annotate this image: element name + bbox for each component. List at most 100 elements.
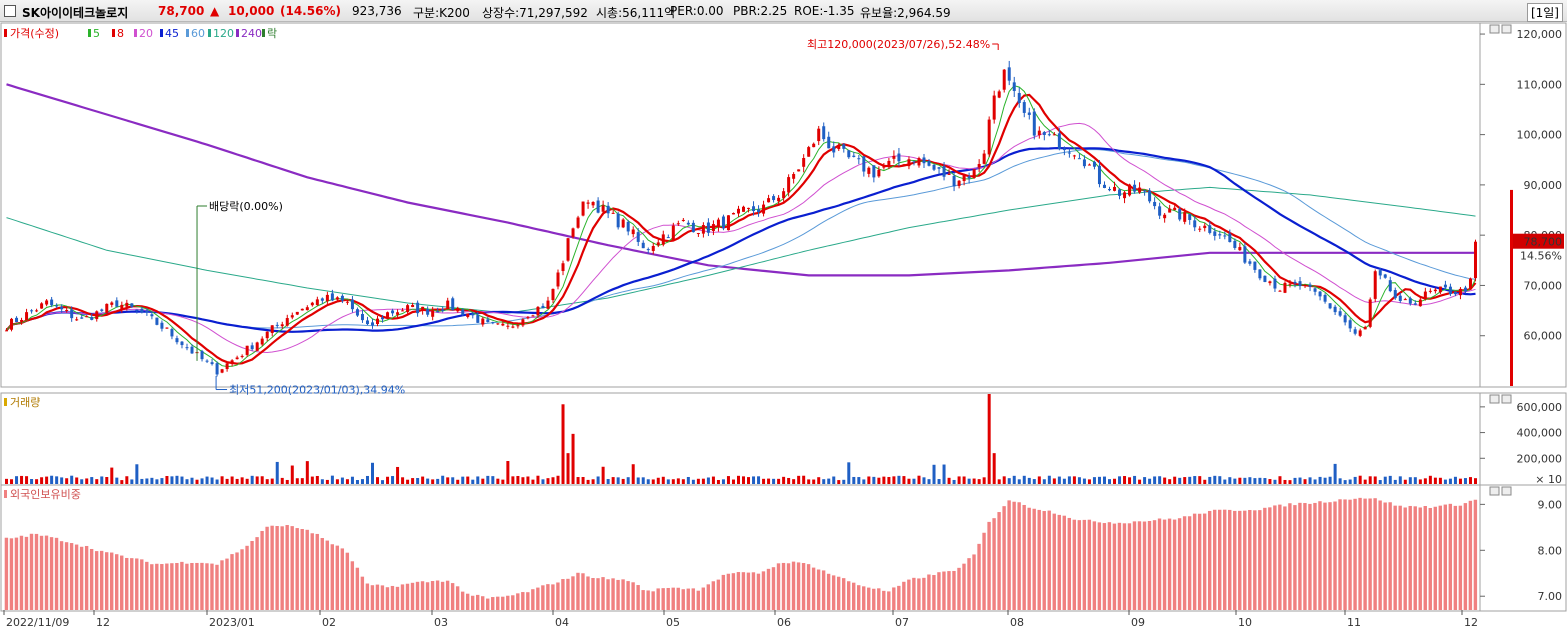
volume-bar	[626, 477, 630, 484]
volume-bar	[190, 477, 194, 484]
volume-panel	[0, 392, 1567, 486]
volume-bar	[30, 479, 34, 484]
volume-bar	[987, 394, 991, 484]
candle-body	[1113, 186, 1117, 191]
foreign-ratio-bar	[1263, 507, 1267, 610]
candle-body	[1268, 281, 1272, 284]
candle-body	[957, 180, 961, 186]
volume-bar	[586, 479, 590, 484]
volume-bar	[100, 476, 104, 484]
up-arrow-icon: ▲	[210, 4, 220, 18]
volume-bar	[90, 477, 94, 484]
volume-bar	[130, 479, 134, 484]
foreign-ratio-bar	[375, 584, 380, 610]
foreign-ratio-bar	[1443, 504, 1448, 610]
candle-body	[340, 295, 344, 301]
candle-body	[907, 159, 911, 167]
volume-bar	[205, 476, 209, 484]
foreign-ratio-bar	[1433, 506, 1437, 610]
stock-name[interactable]: SK아이이테크놀로지	[22, 6, 129, 20]
foreign-ratio-bar	[1398, 505, 1402, 610]
foreign-ratio-bar	[1393, 505, 1397, 610]
candle-body	[671, 225, 675, 241]
candle-body	[200, 351, 204, 360]
header-bar: SK아이이테크놀로지 78,700 ▲ 10,000 (14.56%) 923,…	[0, 0, 1567, 22]
select-checkbox[interactable]	[4, 5, 16, 17]
foreign-ratio-bar	[1112, 523, 1117, 610]
volume-bar	[556, 475, 560, 484]
foreign-ratio-bar	[320, 538, 324, 610]
volume-bar	[1258, 477, 1262, 484]
candle-body	[265, 331, 269, 339]
stock-chart[interactable]: 120,000110,000100,00090,00080,00070,0006…	[0, 22, 1567, 630]
volume-bar	[1148, 478, 1152, 484]
foreign-ratio-bar	[957, 567, 961, 610]
period-selector[interactable]: [1일]	[1526, 3, 1563, 22]
pbr: PBR:2.25	[733, 4, 788, 18]
volume-bar	[997, 479, 1001, 484]
volume-panel-maximize-icon[interactable]	[1501, 394, 1512, 404]
candle-body	[50, 299, 54, 306]
volume-bar	[1343, 480, 1347, 484]
price-panel-minimize-icon[interactable]	[1489, 24, 1500, 34]
foreign-ratio-bar	[927, 574, 931, 610]
volume-bar	[1198, 476, 1202, 484]
volume-bar	[270, 478, 274, 484]
volume-bar	[305, 461, 309, 484]
candle-body	[516, 325, 520, 327]
ma-legend-swatch	[160, 29, 163, 37]
foreign-panel-maximize-icon[interactable]	[1501, 486, 1512, 496]
volume-bar	[967, 478, 971, 484]
volume-bar	[436, 478, 440, 484]
foreign-ratio-bar	[125, 557, 129, 610]
foreign-ratio-bar	[1067, 517, 1071, 610]
legend-price: 가격(수정)	[10, 27, 59, 40]
foreign-ratio-bar	[14, 537, 19, 610]
volume-bar	[1077, 477, 1081, 484]
candle-body	[586, 202, 590, 204]
volume-bar	[1278, 476, 1282, 484]
price-panel-maximize-icon[interactable]	[1501, 24, 1512, 34]
volume-bar	[1303, 479, 1307, 484]
foreign-ratio-bar	[942, 571, 946, 610]
x-tick-label: 06	[777, 616, 791, 629]
foreign-ratio-bar	[1343, 499, 1347, 610]
foreign-ratio-bar	[887, 591, 891, 610]
foreign-ratio-bar	[501, 596, 505, 610]
candle-body	[150, 314, 154, 317]
foreign-ratio-bar	[1212, 509, 1217, 610]
volume-panel-minimize-icon[interactable]	[1489, 394, 1500, 404]
volume-bar	[1253, 478, 1257, 484]
foreign-ratio-bar	[270, 525, 274, 610]
foreign-ratio-bar	[94, 551, 99, 610]
volume-bar	[85, 478, 89, 484]
foreign-ratio-bar	[1167, 518, 1172, 610]
candle-body	[511, 326, 515, 328]
foreign-ratio-bar	[681, 589, 685, 610]
foreign-ratio-bar	[1293, 505, 1297, 610]
volume-bar	[561, 404, 565, 484]
foreign-ratio-bar	[225, 558, 229, 610]
volume-bar	[1423, 478, 1427, 484]
volume-bar	[932, 464, 936, 484]
price-tick-label: 90,000	[1524, 179, 1563, 192]
foreign-ratio-bar	[135, 558, 139, 610]
foreign-ratio-bar	[1037, 509, 1041, 610]
volume-bar	[391, 476, 395, 484]
foreign-ratio-bar	[1353, 498, 1357, 610]
candle-body	[160, 322, 164, 329]
foreign-ratio-bar	[987, 521, 991, 610]
foreign-ratio-bar	[465, 593, 470, 610]
volume-bar	[897, 475, 901, 484]
foreign-ratio-bar	[1288, 503, 1292, 610]
volume-bar	[1188, 476, 1192, 484]
candle-body	[917, 158, 921, 166]
candle-body	[70, 309, 74, 319]
volume-bar	[1463, 478, 1467, 484]
volume-bar	[661, 476, 665, 484]
volume-bar	[1022, 475, 1026, 484]
legend-ma-60: 60	[191, 27, 205, 40]
volume-bar	[1263, 478, 1267, 484]
foreign-panel-minimize-icon[interactable]	[1489, 486, 1500, 496]
candle-body	[110, 302, 114, 305]
